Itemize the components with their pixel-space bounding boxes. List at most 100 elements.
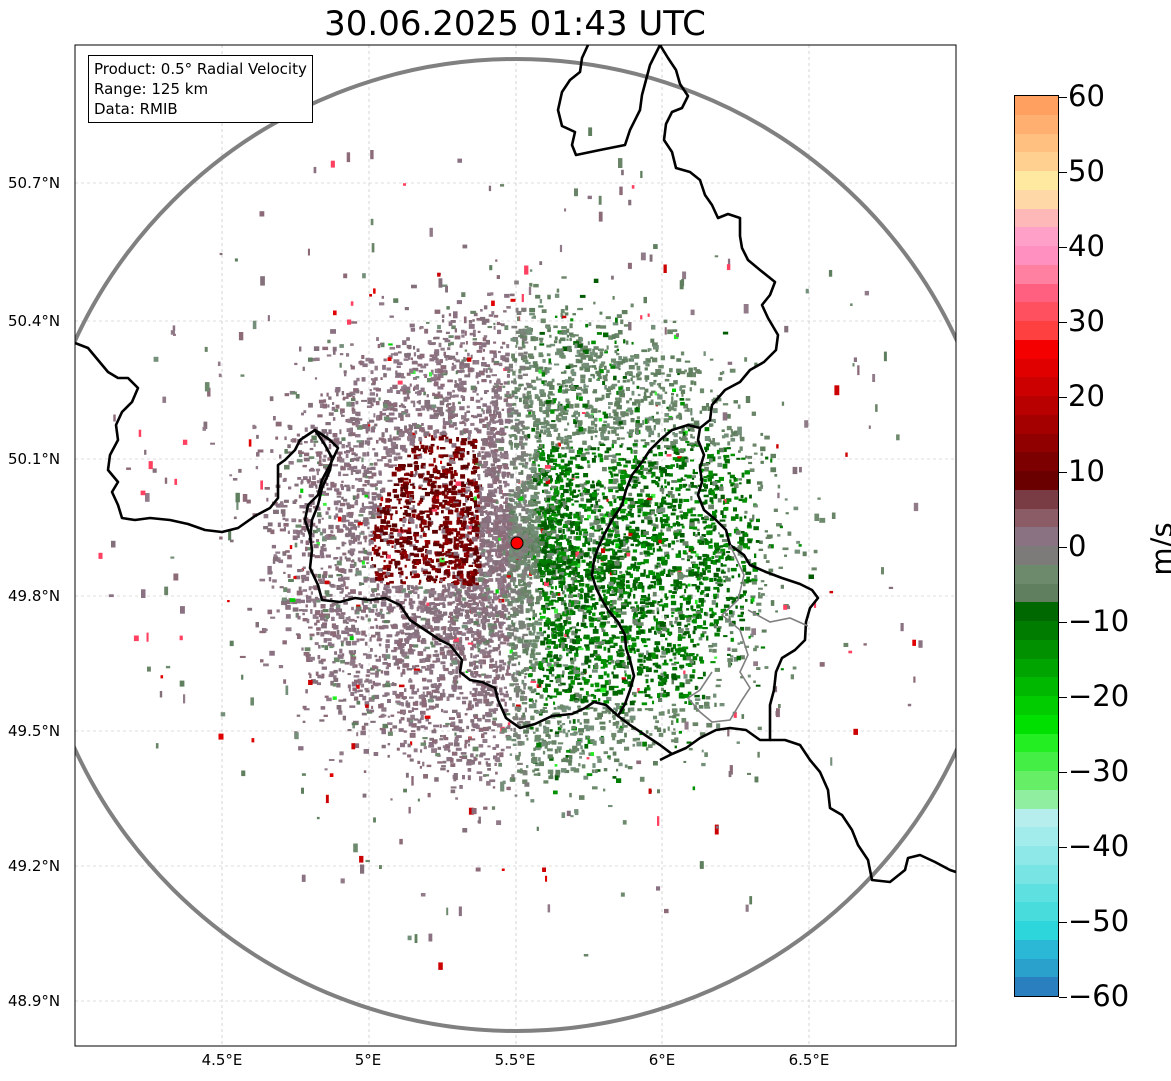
velocity-echo — [304, 427, 308, 432]
velocity-echo — [690, 481, 694, 487]
velocity-echo — [630, 543, 634, 547]
velocity-echo — [308, 456, 315, 459]
velocity-echo — [551, 420, 556, 423]
velocity-echo — [600, 604, 607, 608]
velocity-echo — [698, 637, 703, 641]
velocity-echo — [452, 689, 457, 692]
velocity-echo — [733, 657, 738, 662]
velocity-echo — [413, 531, 419, 535]
velocity-echo — [575, 526, 581, 532]
velocity-echo — [355, 670, 361, 674]
velocity-echo — [323, 454, 327, 458]
velocity-echo — [455, 351, 459, 356]
velocity-echo — [294, 542, 298, 548]
velocity-echo — [497, 413, 502, 418]
velocity-echo — [540, 318, 546, 324]
velocity-echo — [334, 438, 339, 443]
velocity-echo — [728, 596, 734, 600]
velocity-echo — [355, 499, 358, 503]
velocity-echo — [555, 534, 559, 539]
velocity-echo — [419, 534, 423, 539]
velocity-echo — [499, 599, 502, 604]
velocity-echo — [439, 394, 443, 399]
velocity-echo — [687, 555, 692, 559]
velocity-echo — [498, 350, 501, 354]
velocity-echo — [372, 530, 377, 536]
velocity-echo — [524, 593, 530, 599]
velocity-echo — [656, 562, 661, 565]
velocity-echo — [515, 494, 519, 498]
velocity-echo — [663, 319, 668, 324]
velocity-echo — [711, 522, 716, 525]
velocity-echo — [544, 554, 549, 559]
velocity-echo — [493, 723, 497, 726]
velocity-echo — [461, 756, 467, 759]
velocity-echo — [575, 416, 579, 420]
velocity-echo — [526, 737, 529, 741]
velocity-echo — [580, 497, 584, 502]
velocity-echo — [361, 725, 366, 731]
velocity-echo — [527, 686, 533, 690]
velocity-echo — [515, 644, 518, 649]
velocity-echo — [372, 680, 375, 686]
velocity-echo — [405, 702, 411, 707]
velocity-echo — [405, 491, 411, 495]
velocity-echo — [483, 368, 486, 373]
velocity-echo — [520, 515, 525, 519]
velocity-echo — [733, 483, 739, 489]
velocity-echo — [534, 735, 541, 741]
velocity-echo — [338, 471, 342, 477]
velocity-echo — [495, 514, 501, 519]
velocity-echo — [578, 420, 583, 425]
velocity-echo — [331, 406, 336, 411]
velocity-echo — [608, 710, 611, 715]
velocity-echo — [353, 627, 357, 633]
velocity-echo — [641, 605, 647, 608]
velocity-echo — [399, 574, 402, 578]
velocity-echo — [632, 738, 637, 742]
velocity-echo — [593, 352, 598, 357]
velocity-echo — [613, 421, 618, 425]
velocity-echo — [673, 334, 679, 340]
velocity-echo — [383, 587, 388, 591]
velocity-echo — [384, 463, 390, 467]
velocity-echo — [483, 584, 490, 588]
velocity-echo — [580, 374, 586, 379]
velocity-echo — [350, 469, 356, 472]
velocity-echo — [287, 554, 292, 560]
velocity-echo — [741, 560, 746, 564]
velocity-echo — [573, 419, 577, 423]
velocity-echo — [487, 473, 490, 477]
velocity-echo — [298, 442, 303, 445]
velocity-echo — [272, 579, 277, 583]
velocity-echo — [372, 503, 377, 507]
velocity-echo — [723, 515, 727, 518]
velocity-echo — [470, 719, 475, 723]
velocity-echo — [557, 726, 562, 731]
velocity-echo — [581, 428, 587, 432]
velocity-echo — [472, 360, 476, 365]
velocity-echo — [406, 668, 413, 671]
velocity-echo — [522, 393, 526, 399]
velocity-echo — [653, 426, 656, 431]
velocity-echo — [458, 672, 462, 678]
velocity-echo — [434, 626, 437, 631]
velocity-echo — [784, 498, 788, 501]
velocity-echo — [672, 591, 677, 594]
velocity-echo — [604, 450, 610, 454]
velocity-echo — [374, 524, 377, 529]
velocity-echo — [664, 485, 667, 489]
velocity-echo — [737, 541, 740, 544]
velocity-echo — [690, 408, 693, 413]
velocity-echo — [572, 521, 576, 526]
velocity-echo — [724, 458, 730, 464]
velocity-echo — [594, 626, 597, 630]
velocity-echo — [526, 765, 529, 769]
velocity-echo — [551, 576, 557, 579]
velocity-echo — [753, 526, 759, 531]
velocity-echo — [627, 566, 632, 569]
velocity-echo — [546, 550, 550, 554]
velocity-echo — [717, 583, 724, 586]
velocity-echo — [752, 567, 759, 572]
velocity-echo — [631, 375, 636, 378]
